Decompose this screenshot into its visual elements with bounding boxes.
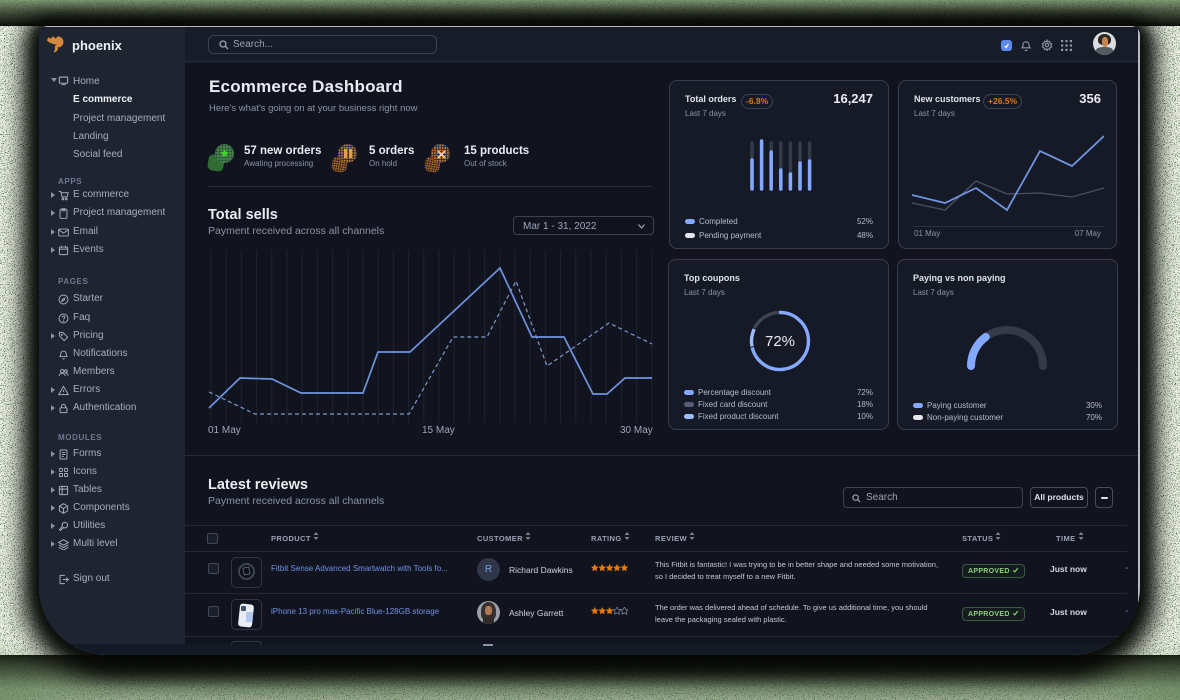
svg-text:15 May: 15 May bbox=[422, 425, 455, 436]
svg-text:01 May: 01 May bbox=[208, 425, 241, 436]
svg-text:72%: 72% bbox=[765, 333, 795, 350]
svg-text:30 May: 30 May bbox=[620, 425, 653, 436]
